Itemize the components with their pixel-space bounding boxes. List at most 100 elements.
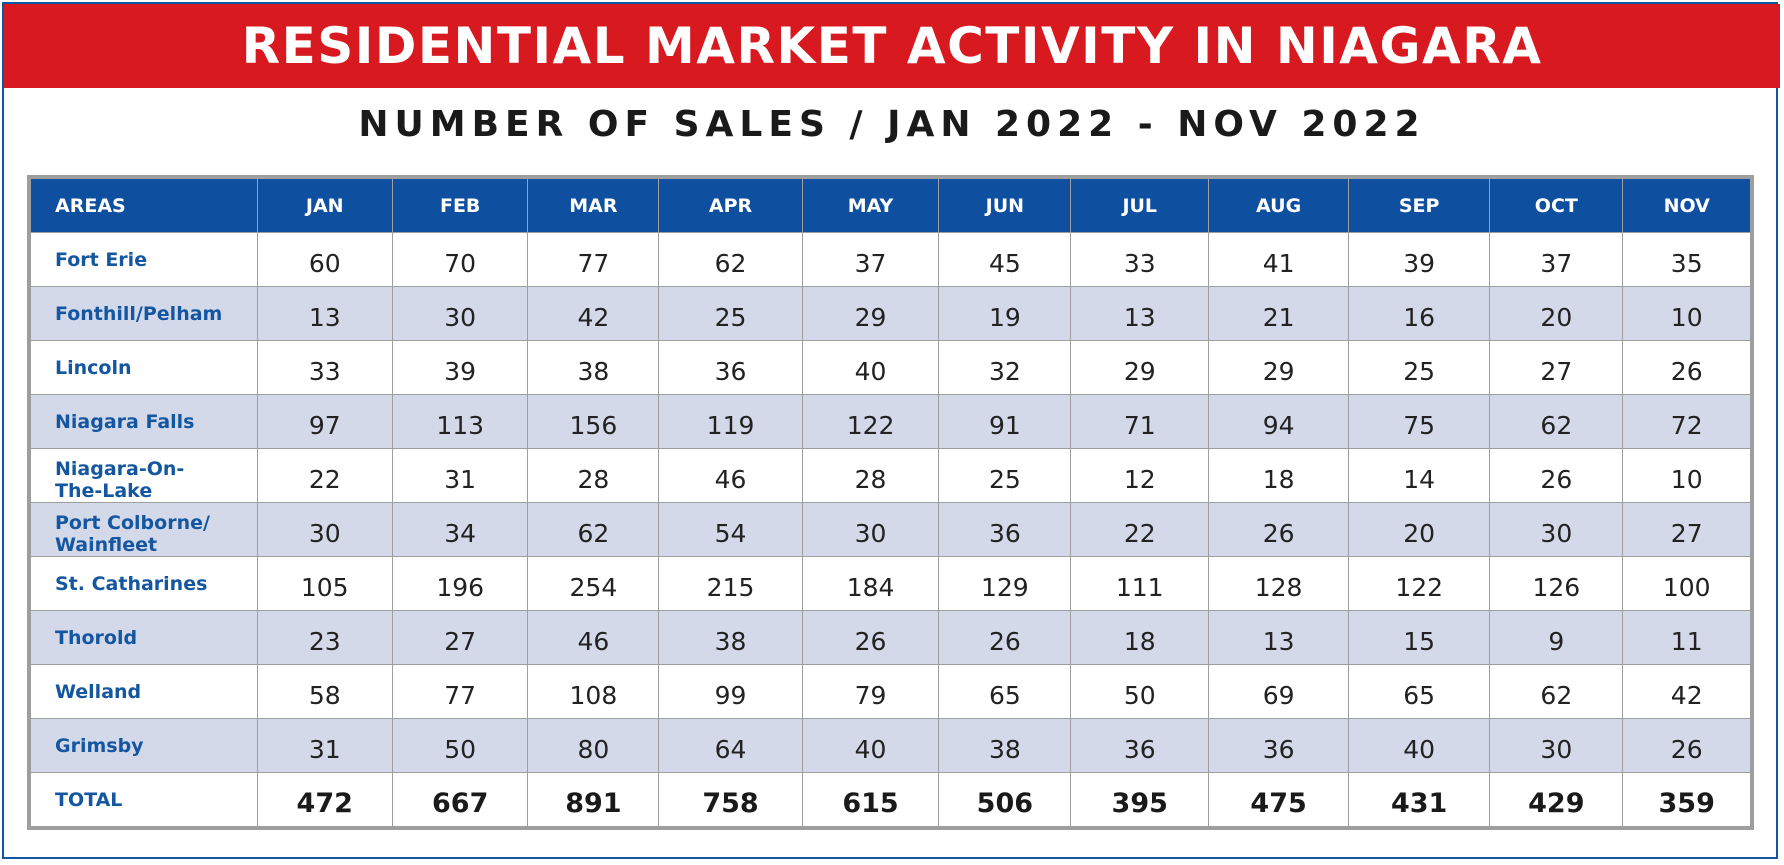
sales-value-cell: 37: [801, 232, 940, 287]
sales-value-cell: 37: [1489, 232, 1624, 287]
sales-value-cell: 40: [1348, 718, 1491, 773]
sales-value-cell: 27: [1489, 340, 1624, 395]
table-body: Fort Erie 60 70 77 62 37 45 33 41 39 37 35 Fonthill/…: [30, 232, 1751, 827]
sales-value-cell: 94: [1208, 394, 1350, 449]
total-label: TOTAL: [30, 772, 258, 827]
sales-value-cell: 196: [391, 556, 529, 611]
sales-value-cell: 33: [1070, 232, 1210, 287]
column-header-jul: JUL: [1070, 178, 1210, 233]
sales-value-cell: 23: [256, 610, 393, 665]
area-name-cell: Niagara-On- The-Lake: [30, 448, 258, 503]
sales-value-cell: 30: [1489, 502, 1624, 557]
sales-value-cell: 46: [658, 448, 803, 503]
sales-value-cell: 77: [391, 664, 529, 719]
sales-value-cell: 35: [1622, 232, 1751, 287]
column-header-mar: MAR: [527, 178, 660, 233]
sales-value-cell: 11: [1622, 610, 1751, 665]
sales-value-cell: 16: [1348, 286, 1491, 341]
sales-value-cell: 64: [658, 718, 803, 773]
sales-value-cell: 58: [256, 664, 393, 719]
total-value-cell: 475: [1208, 772, 1350, 827]
sales-value-cell: 10: [1622, 448, 1751, 503]
sales-table-container: AREAS JAN FEB MAR APR MAY JUN JUL AUG SEP OCT NOV F…: [27, 175, 1754, 830]
sales-value-cell: 36: [1208, 718, 1350, 773]
sales-value-cell: 18: [1208, 448, 1350, 503]
sales-value-cell: 28: [801, 448, 940, 503]
sales-value-cell: 30: [801, 502, 940, 557]
sales-value-cell: 71: [1070, 394, 1210, 449]
sales-value-cell: 30: [1489, 718, 1624, 773]
total-value-cell: 472: [256, 772, 393, 827]
sales-value-cell: 18: [1070, 610, 1210, 665]
sales-value-cell: 41: [1208, 232, 1350, 287]
sales-value-cell: 25: [1348, 340, 1491, 395]
sales-value-cell: 36: [938, 502, 1072, 557]
area-name-cell: Fort Erie: [30, 232, 258, 287]
page-title: RESIDENTIAL MARKET ACTIVITY IN NIAGARA: [241, 17, 1543, 75]
title-banner: RESIDENTIAL MARKET ACTIVITY IN NIAGARA: [4, 4, 1780, 88]
total-value-cell: 615: [801, 772, 940, 827]
sales-value-cell: 42: [527, 286, 660, 341]
area-name-cell: Fonthill/Pelham: [30, 286, 258, 341]
area-name-line: Niagara-On-: [55, 458, 185, 480]
table-row: Grimsby 31 50 80 64 40 38 36 36 40 30 26: [30, 718, 1751, 773]
sales-value-cell: 36: [658, 340, 803, 395]
column-header-nov: NOV: [1622, 178, 1751, 233]
sales-value-cell: 113: [391, 394, 529, 449]
sales-value-cell: 62: [1489, 394, 1624, 449]
table-row: Niagara-On- The-Lake 22 31 28 46 28 25 12 18 14 26 1…: [30, 448, 1751, 503]
sales-value-cell: 40: [801, 340, 940, 395]
sales-value-cell: 69: [1208, 664, 1350, 719]
column-header-oct: OCT: [1489, 178, 1624, 233]
sales-value-cell: 62: [1489, 664, 1624, 719]
sales-value-cell: 13: [1208, 610, 1350, 665]
sales-value-cell: 126: [1489, 556, 1624, 611]
sales-value-cell: 50: [391, 718, 529, 773]
sales-value-cell: 19: [938, 286, 1072, 341]
sales-value-cell: 75: [1348, 394, 1491, 449]
sales-value-cell: 31: [256, 718, 393, 773]
sales-value-cell: 38: [527, 340, 660, 395]
sales-value-cell: 29: [1070, 340, 1210, 395]
total-value-cell: 758: [658, 772, 803, 827]
sales-value-cell: 25: [938, 448, 1072, 503]
sales-value-cell: 65: [1348, 664, 1491, 719]
sales-value-cell: 15: [1348, 610, 1491, 665]
sales-value-cell: 26: [1208, 502, 1350, 557]
sales-value-cell: 25: [658, 286, 803, 341]
sales-value-cell: 215: [658, 556, 803, 611]
table-row: Fort Erie 60 70 77 62 37 45 33 41 39 37 35: [30, 232, 1751, 287]
table-row: Lincoln 33 39 38 36 40 32 29 29 25 27 26: [30, 340, 1751, 395]
column-header-feb: FEB: [391, 178, 529, 233]
table-row: Fonthill/Pelham 13 30 42 25 29 19 13 21 16 20 10: [30, 286, 1751, 341]
total-value-cell: 429: [1489, 772, 1624, 827]
sales-value-cell: 50: [1070, 664, 1210, 719]
column-header-may: MAY: [801, 178, 940, 233]
sales-value-cell: 40: [801, 718, 940, 773]
sales-value-cell: 38: [658, 610, 803, 665]
sales-value-cell: 30: [391, 286, 529, 341]
sales-value-cell: 65: [938, 664, 1072, 719]
sales-value-cell: 26: [938, 610, 1072, 665]
total-value-cell: 395: [1070, 772, 1210, 827]
area-name-cell: St. Catharines: [30, 556, 258, 611]
sales-value-cell: 13: [1070, 286, 1210, 341]
sales-value-cell: 20: [1348, 502, 1491, 557]
sales-value-cell: 128: [1208, 556, 1350, 611]
sales-value-cell: 30: [256, 502, 393, 557]
sales-value-cell: 105: [256, 556, 393, 611]
sales-value-cell: 20: [1489, 286, 1624, 341]
sales-value-cell: 45: [938, 232, 1072, 287]
total-row: TOTAL 472 667 891 758 615 506 395 475 431 429 359: [30, 772, 1751, 827]
sales-value-cell: 122: [801, 394, 940, 449]
sales-value-cell: 42: [1622, 664, 1751, 719]
sales-value-cell: 254: [527, 556, 660, 611]
sales-value-cell: 46: [527, 610, 660, 665]
total-value-cell: 431: [1348, 772, 1491, 827]
sales-value-cell: 129: [938, 556, 1072, 611]
sales-value-cell: 99: [658, 664, 803, 719]
sales-value-cell: 14: [1348, 448, 1491, 503]
table-row: Niagara Falls 97 113 156 119 122 91 71 94 75 62 72: [30, 394, 1751, 449]
sales-value-cell: 31: [391, 448, 529, 503]
table-header-row: AREAS JAN FEB MAR APR MAY JUN JUL AUG SEP OCT NOV: [30, 178, 1751, 233]
